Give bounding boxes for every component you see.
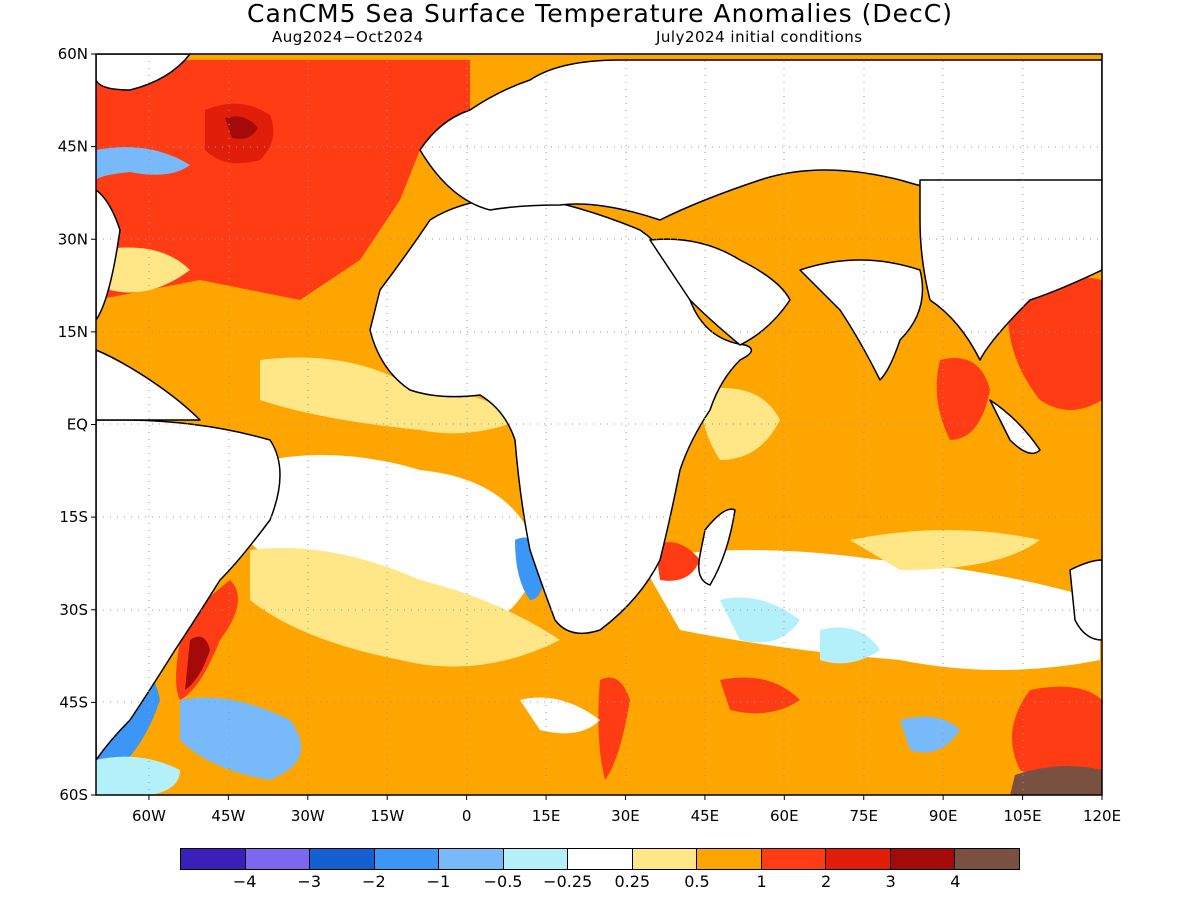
anomaly-region-hot-agulhas-retroflection [598,677,630,780]
madagascar-landmass [698,508,736,586]
lon-tick-label: 60E [770,807,799,825]
anomaly-region-moderate-south-atlantic [250,548,560,667]
lat-tick-label: 60N [58,45,88,63]
colorbar-swatch [245,849,311,869]
lat-tick-label: EQ [67,416,88,434]
colorbar-swatch [697,849,762,869]
colorbar-label: 2 [821,872,832,891]
colorbar-swatch [439,849,504,869]
initial-conditions: July2024 initial conditions [656,28,863,46]
anomaly-region-hot-mozambique [655,542,700,581]
colorbar-swatch [374,849,440,869]
anomaly-region-hot-southern-indian [720,677,800,714]
colorbar-swatch [568,849,633,869]
lon-tick-label: 0 [462,807,472,825]
anomaly-region-hot-southern-ocean-east [1012,686,1102,784]
anomaly-region-hot-south-china-sea [1008,276,1102,410]
lat-tick-label: 60S [59,786,88,804]
anomaly-region-moderate-indian-south [850,530,1040,570]
colorbar [180,848,1020,870]
lon-tick-label: 90E [929,807,958,825]
india-landmass [799,259,924,381]
colorbar-label: −4 [232,872,257,891]
forecast-period: Aug2024−Oct2024 [272,28,424,46]
lat-axis: 60N 45N 30N 15N EQ 15S 30S 45S 60S [58,45,96,804]
south-america-landmass [96,419,281,761]
anomaly-region-moderate-tropical-atlantic [100,247,190,293]
colorbar-label: −0.5 [483,872,523,891]
lat-tick-label: 45S [59,693,88,711]
lon-tick-label: 30W [291,807,325,825]
anomaly-region-warm-nw-atlantic [96,60,470,300]
lon-tick-label: 15E [532,807,561,825]
colorbar-swatch [761,849,827,869]
lat-tick-label: 15S [59,508,88,526]
anomaly-region-moderate-eq-atlantic [260,357,520,434]
colorbar-label: 1 [756,872,767,891]
anomaly-region-warm-agulhas [580,650,800,770]
colorbar-label: 0.5 [684,872,710,891]
colorbar-swatch [826,849,891,869]
lat-tick-label: 30N [58,230,88,248]
lon-tick-label: 30E [611,807,640,825]
colorbar-swatch [310,849,375,869]
colorbar-label: 4 [950,872,961,891]
anomaly-region-cool-indian-ocean-south [720,597,800,643]
lon-tick-label: 120E [1083,807,1121,825]
anomaly-region-cool-southern-ocean-east [900,716,960,753]
greenland-landmass [96,54,191,91]
lon-tick-label: 45W [211,807,245,825]
asia-landmass [919,179,1102,361]
colorbar-swatch [890,849,956,869]
colorbar-swatch [955,849,1019,869]
africa-landmass [369,194,753,635]
anomaly-region-hot-brazil-current [185,636,210,690]
anomaly-region-cool-south-atlantic [180,697,302,780]
anomaly-field [96,60,1102,795]
lat-tick-label: 30S [59,601,88,619]
sumatra-landmass [989,399,1041,455]
lon-tick-label: 45E [691,807,720,825]
colorbar-labels: −4 −3 −2 −1 −0.5 −0.25 0.25 0.5 1 2 3 4 [0,872,1200,896]
colorbar-label: −1 [426,872,451,891]
colorbar-label: 0.25 [614,872,651,891]
anomaly-region-neutral-southern-ocean-west [96,756,180,795]
anomaly-region-cool-south-indian-west [820,627,880,664]
anomaly-region-extreme-southern-ocean-east [1010,766,1102,795]
anomaly-region-extreme-nw-atlantic [225,116,258,139]
lon-tick-label: 75E [849,807,878,825]
colorbar-label: −2 [362,872,386,891]
lon-tick-label: 60W [132,807,166,825]
lat-tick-label: 15N [58,323,88,341]
central-america-landmass [96,349,201,421]
australia-landmass [1069,559,1102,641]
colorbar-label: −3 [297,872,322,891]
colorbar-label: −0.25 [543,872,593,891]
colorbar-swatch [181,849,246,869]
anomaly-region-neutral-southern-ocean [520,697,600,734]
lon-axis: 60W 45W 30W 15W 0 15E 30E 45E 60E 75E 90E 105E 120E [132,795,1121,825]
north-america-landmass [96,189,121,321]
colorbar-swatch [503,849,569,869]
arabia-landmass [649,238,791,346]
colorbar-label: 3 [885,872,896,891]
lon-tick-label: 15W [370,807,404,825]
anomaly-region-cold-gulf-stream [96,147,190,180]
lat-tick-label: 45N [58,138,88,156]
map-title: CanCM5 Sea Surface Temperature Anomalies… [246,0,953,28]
anomaly-region-hot-bay-of-bengal [936,358,990,440]
lon-tick-label: 105E [1004,807,1042,825]
land-masses [96,54,1102,761]
colorbar-swatch [632,849,698,869]
